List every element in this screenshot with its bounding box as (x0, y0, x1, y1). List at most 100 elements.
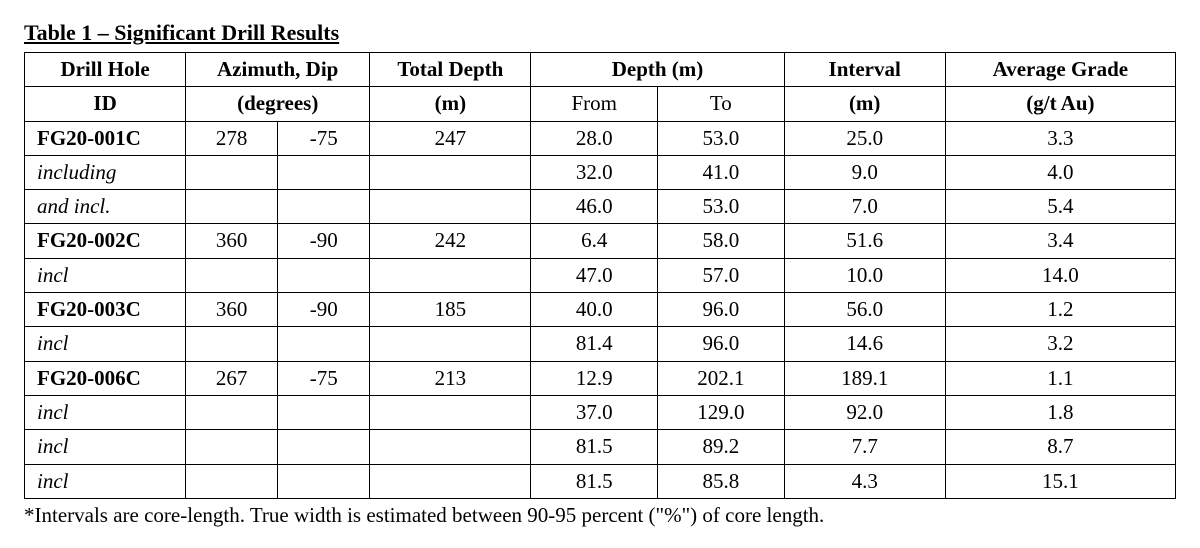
table-footnote: *Intervals are core-length. True width i… (24, 503, 1176, 528)
col-depth-to: To (658, 87, 785, 121)
cell-az (186, 430, 278, 464)
cell-from: 81.4 (531, 327, 658, 361)
cell-to: 129.0 (658, 395, 785, 429)
cell-id: incl (25, 395, 186, 429)
cell-to: 53.0 (658, 121, 785, 155)
col-grade-l2: (g/t Au) (945, 87, 1175, 121)
cell-to: 53.0 (658, 190, 785, 224)
table-header: Drill Hole Azimuth, Dip Total Depth Dept… (25, 53, 1176, 122)
drill-results-table: Drill Hole Azimuth, Dip Total Depth Dept… (24, 52, 1176, 499)
cell-total (370, 190, 531, 224)
table-row: including32.041.09.04.0 (25, 155, 1176, 189)
cell-az (186, 190, 278, 224)
cell-az (186, 395, 278, 429)
cell-interval: 56.0 (784, 293, 945, 327)
cell-id: incl (25, 258, 186, 292)
cell-grade: 5.4 (945, 190, 1175, 224)
table-row: and incl. 46.053.07.05.4 (25, 190, 1176, 224)
cell-total: 247 (370, 121, 531, 155)
cell-grade: 4.0 (945, 155, 1175, 189)
table-row: FG20-002C360-902426.458.051.63.4 (25, 224, 1176, 258)
cell-interval: 7.0 (784, 190, 945, 224)
cell-id: incl (25, 464, 186, 498)
cell-grade: 14.0 (945, 258, 1175, 292)
cell-from: 40.0 (531, 293, 658, 327)
cell-grade: 1.8 (945, 395, 1175, 429)
cell-grade: 3.2 (945, 327, 1175, 361)
table-row: FG20-001C278-7524728.053.025.03.3 (25, 121, 1176, 155)
cell-grade: 3.3 (945, 121, 1175, 155)
cell-to: 96.0 (658, 327, 785, 361)
cell-az (186, 155, 278, 189)
cell-from: 28.0 (531, 121, 658, 155)
cell-grade: 8.7 (945, 430, 1175, 464)
cell-id: FG20-003C (25, 293, 186, 327)
cell-dip: -75 (278, 361, 370, 395)
cell-id: FG20-001C (25, 121, 186, 155)
cell-dip (278, 464, 370, 498)
cell-az (186, 464, 278, 498)
cell-from: 6.4 (531, 224, 658, 258)
cell-dip (278, 395, 370, 429)
cell-dip (278, 327, 370, 361)
cell-total (370, 430, 531, 464)
col-grade-l1: Average Grade (945, 53, 1175, 87)
cell-dip (278, 190, 370, 224)
cell-from: 32.0 (531, 155, 658, 189)
cell-interval: 51.6 (784, 224, 945, 258)
col-total-depth-l1: Total Depth (370, 53, 531, 87)
cell-dip: -75 (278, 121, 370, 155)
cell-az: 267 (186, 361, 278, 395)
cell-interval: 14.6 (784, 327, 945, 361)
col-azimuth-l1: Azimuth, Dip (186, 53, 370, 87)
col-drill-hole-l1: Drill Hole (25, 53, 186, 87)
cell-dip (278, 258, 370, 292)
cell-to: 57.0 (658, 258, 785, 292)
table-row: incl 47.057.010.014.0 (25, 258, 1176, 292)
cell-grade: 1.1 (945, 361, 1175, 395)
cell-total: 213 (370, 361, 531, 395)
table-body: FG20-001C278-7524728.053.025.03.3includi… (25, 121, 1176, 498)
cell-from: 47.0 (531, 258, 658, 292)
cell-total (370, 327, 531, 361)
cell-total: 242 (370, 224, 531, 258)
cell-to: 202.1 (658, 361, 785, 395)
table-title: Table 1 – Significant Drill Results (24, 20, 1176, 46)
table-row: FG20-006C267-7521312.9202.1189.11.1 (25, 361, 1176, 395)
cell-total (370, 258, 531, 292)
table-row: incl37.0129.092.01.8 (25, 395, 1176, 429)
table-row: incl81.496.014.63.2 (25, 327, 1176, 361)
cell-interval: 7.7 (784, 430, 945, 464)
cell-az: 278 (186, 121, 278, 155)
col-total-depth-l2: (m) (370, 87, 531, 121)
cell-total (370, 464, 531, 498)
cell-id: and incl. (25, 190, 186, 224)
cell-from: 46.0 (531, 190, 658, 224)
cell-to: 41.0 (658, 155, 785, 189)
cell-dip: -90 (278, 293, 370, 327)
cell-total (370, 155, 531, 189)
cell-interval: 9.0 (784, 155, 945, 189)
cell-total: 185 (370, 293, 531, 327)
table-row: FG20-003C360-9018540.096.056.01.2 (25, 293, 1176, 327)
cell-total (370, 395, 531, 429)
cell-interval: 10.0 (784, 258, 945, 292)
cell-az (186, 327, 278, 361)
col-depth-l1: Depth (m) (531, 53, 784, 87)
cell-dip (278, 430, 370, 464)
cell-to: 85.8 (658, 464, 785, 498)
cell-from: 81.5 (531, 430, 658, 464)
col-drill-hole-l2: ID (25, 87, 186, 121)
cell-id: incl (25, 430, 186, 464)
col-interval-l1: Interval (784, 53, 945, 87)
col-depth-from: From (531, 87, 658, 121)
cell-interval: 4.3 (784, 464, 945, 498)
col-azimuth-l2: (degrees) (186, 87, 370, 121)
cell-az: 360 (186, 224, 278, 258)
cell-grade: 1.2 (945, 293, 1175, 327)
cell-dip (278, 155, 370, 189)
cell-from: 12.9 (531, 361, 658, 395)
table-row: incl81.589.27.78.7 (25, 430, 1176, 464)
cell-az: 360 (186, 293, 278, 327)
cell-from: 81.5 (531, 464, 658, 498)
